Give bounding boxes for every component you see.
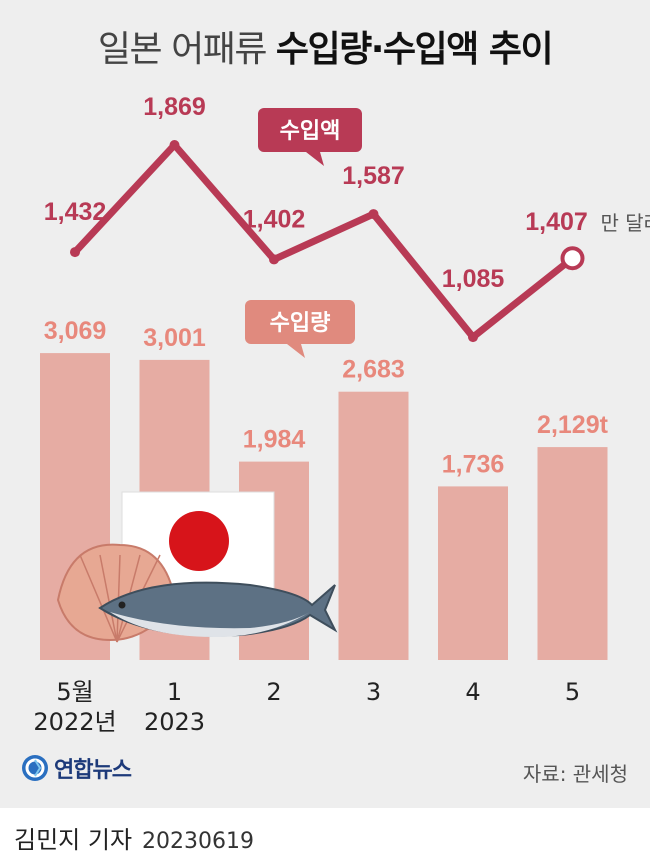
scallop-rib [79, 554, 118, 643]
amount-point [70, 247, 80, 258]
volume-value-label: 3,001 [143, 324, 206, 352]
legend-amount-tag-box [258, 108, 362, 152]
title-light: 일본 어패류 [97, 29, 268, 70]
yonhap-logo: 연합뉴스 [20, 752, 132, 784]
reporter-name: 김민지 기자 [14, 826, 133, 854]
legend-volume-tag-box [245, 300, 355, 344]
amount-value-label: 1,432 [44, 198, 107, 226]
source-label: 자료: 관세청 [522, 762, 628, 786]
volume-bar [338, 391, 409, 660]
reporter-line: 김민지 기자 20230619 [14, 820, 254, 855]
x-tick-sublabel: 2022년 [33, 708, 116, 736]
x-tick-label: 5 [565, 678, 580, 706]
x-tick-label: 2 [266, 678, 281, 706]
x-tick-sublabel: 2023 [144, 708, 205, 736]
amount-point [468, 332, 478, 343]
yonhap-logo-icon [22, 755, 48, 781]
legend-volume-tag-text: 수입량 [270, 311, 331, 336]
japan-seafood-illustration [56, 491, 338, 643]
amount-value-label: 1,407 [525, 208, 588, 236]
legend-volume-tag: 수입량 [245, 300, 355, 358]
mackerel-belly [110, 612, 310, 638]
volume-value-label: 2,683 [342, 356, 405, 384]
amount-line [71, 141, 576, 341]
reporter-date: 20230619 [142, 829, 255, 854]
x-tick-label: 5월 [56, 678, 93, 706]
amount-point [560, 246, 585, 271]
volume-value-label: 2,129t [537, 411, 609, 439]
amount-value-label: 1,085 [442, 265, 505, 293]
amount-point [269, 254, 279, 265]
volume-value-label: 3,069 [44, 317, 107, 345]
volume-bar [438, 486, 508, 660]
title-bold: 수입량·수입액 추이 [275, 29, 554, 70]
volume-bar [537, 447, 608, 660]
chart-title: 일본 어패류 수입량·수입액 추이 [0, 20, 650, 72]
amount-value-label: 1,587 [342, 162, 405, 190]
chart-svg: 3,069 3,001 1,984 2,683 1,736 2,129t 1,432 1,86… [33, 93, 650, 736]
x-tick-label: 3 [366, 678, 381, 706]
mackerel-eye [118, 601, 126, 609]
volume-value-label: 1,736 [442, 450, 505, 478]
flag-sun [169, 511, 229, 571]
x-tick-label: 1 [167, 678, 182, 706]
amount-point [368, 209, 379, 220]
amount-value-label: 1,869 [143, 93, 206, 121]
volume-value-label: 1,984 [243, 426, 306, 454]
logo-text: 연합뉴스 [54, 758, 132, 783]
amount-value-label: 1,402 [243, 205, 306, 233]
x-tick-label: 4 [465, 678, 480, 706]
legend-amount-tag-pointer [306, 152, 324, 166]
legend-amount-tag: 수입액 [258, 108, 362, 166]
amount-point [169, 140, 180, 150]
scallop-rib [99, 554, 118, 643]
amount-unit-label: 만 달러 [601, 211, 650, 235]
legend-amount-tag-text: 수입액 [280, 119, 341, 144]
legend-volume-tag-pointer [287, 344, 305, 358]
